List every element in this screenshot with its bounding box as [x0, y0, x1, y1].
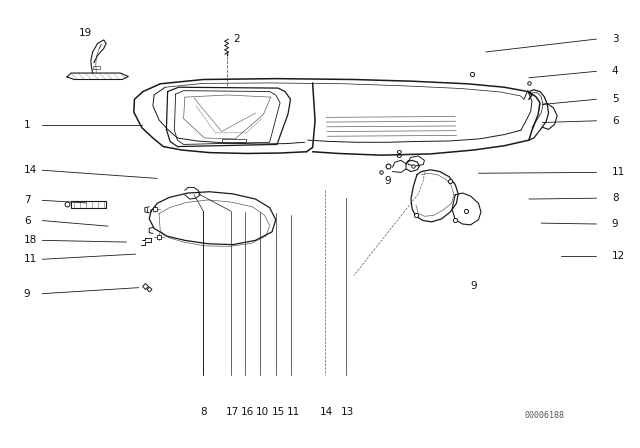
- Text: 19: 19: [79, 28, 92, 38]
- Text: 9: 9: [384, 176, 391, 186]
- Text: 11: 11: [286, 407, 300, 418]
- Text: 14: 14: [319, 407, 333, 418]
- Text: 8: 8: [612, 193, 618, 203]
- Text: 11: 11: [24, 254, 37, 264]
- Text: 2: 2: [234, 34, 241, 44]
- Text: 7: 7: [24, 195, 31, 205]
- Text: 6: 6: [612, 116, 618, 126]
- Text: 9: 9: [24, 289, 31, 299]
- Text: 18: 18: [24, 235, 37, 246]
- Text: 9: 9: [612, 219, 618, 229]
- Text: 5: 5: [612, 94, 618, 104]
- Text: 12: 12: [612, 251, 625, 261]
- Text: 8: 8: [396, 150, 402, 160]
- Text: 6: 6: [24, 215, 31, 225]
- Text: 11: 11: [612, 168, 625, 177]
- Text: 10: 10: [256, 407, 269, 418]
- Text: 15: 15: [271, 407, 285, 418]
- Text: 4: 4: [612, 66, 618, 76]
- Text: 14: 14: [24, 165, 37, 175]
- Text: 1: 1: [24, 120, 31, 130]
- Text: 16: 16: [241, 407, 254, 418]
- Text: 3: 3: [612, 34, 618, 44]
- Text: 9: 9: [470, 281, 477, 291]
- Text: 8: 8: [200, 407, 207, 418]
- Text: 13: 13: [341, 407, 355, 418]
- Text: 17: 17: [226, 407, 239, 418]
- Text: 00006188: 00006188: [524, 411, 564, 420]
